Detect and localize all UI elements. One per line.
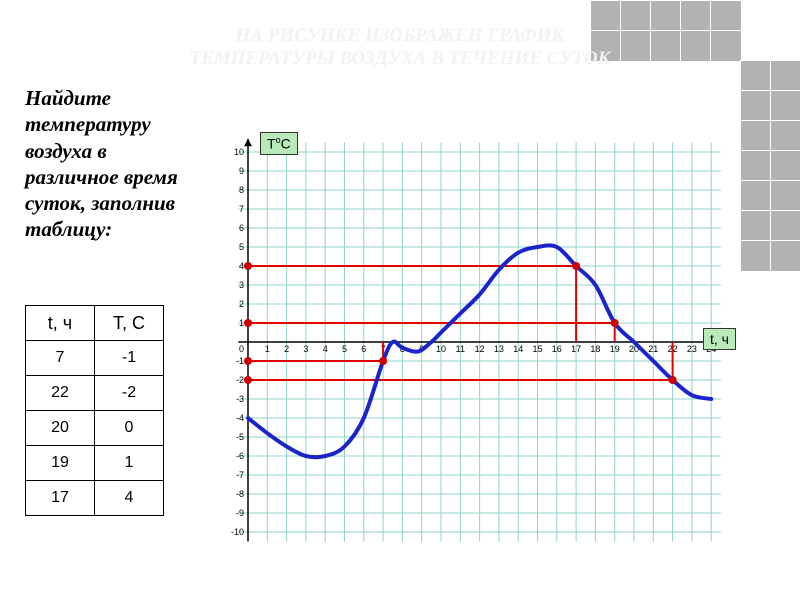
svg-text:3: 3 (239, 280, 244, 290)
svg-text:-7: -7 (236, 470, 244, 480)
decor-grid-right (740, 60, 800, 270)
svg-text:-9: -9 (236, 508, 244, 518)
table-header-row: t, ч T, С (26, 306, 164, 341)
svg-text:0: 0 (239, 344, 244, 354)
svg-text:14: 14 (513, 344, 523, 354)
svg-text:11: 11 (456, 344, 465, 354)
svg-text:23: 23 (687, 344, 697, 354)
svg-text:7: 7 (239, 204, 244, 214)
svg-text:5: 5 (239, 242, 244, 252)
svg-text:18: 18 (590, 344, 600, 354)
th-temp: T, С (95, 306, 164, 341)
table-row: 200 (26, 411, 164, 446)
svg-text:4: 4 (323, 344, 328, 354)
th-time: t, ч (26, 306, 95, 341)
svg-text:2: 2 (239, 299, 244, 309)
svg-text:1: 1 (265, 344, 270, 354)
title-line2: ТЕМПЕРАТУРЫ ВОЗДУХА В ТЕЧЕНИЕ СУТОК (140, 48, 660, 71)
svg-text:6: 6 (361, 344, 366, 354)
svg-text:2: 2 (284, 344, 289, 354)
svg-text:-1: -1 (236, 356, 244, 366)
svg-text:-5: -5 (236, 432, 244, 442)
title-line1: НА РИСУНКЕ ИЗОБРАЖЕН ГРАФИК (140, 25, 660, 48)
svg-text:1: 1 (239, 318, 244, 328)
svg-text:5: 5 (342, 344, 347, 354)
svg-text:15: 15 (532, 344, 542, 354)
svg-text:-4: -4 (236, 413, 244, 423)
y-axis-label: ToC (260, 132, 298, 155)
svg-text:10: 10 (234, 147, 244, 157)
table-row: 7-1 (26, 341, 164, 376)
svg-text:-8: -8 (236, 489, 244, 499)
table-row: 174 (26, 481, 164, 516)
svg-text:-2: -2 (236, 375, 244, 385)
svg-text:10: 10 (436, 344, 446, 354)
svg-text:3: 3 (303, 344, 308, 354)
table-row: 191 (26, 446, 164, 481)
chart-container: 123456789101112131415161718192021222324-… (215, 130, 745, 550)
page-title: НА РИСУНКЕ ИЗОБРАЖЕН ГРАФИК ТЕМПЕРАТУРЫ … (140, 25, 660, 71)
svg-text:-3: -3 (236, 394, 244, 404)
svg-text:4: 4 (239, 261, 244, 271)
task-text: Найдите температуру воздуха в различное … (25, 85, 200, 243)
svg-text:6: 6 (239, 223, 244, 233)
table-row: 22-2 (26, 376, 164, 411)
svg-text:16: 16 (552, 344, 562, 354)
svg-text:9: 9 (239, 166, 244, 176)
svg-text:21: 21 (648, 344, 658, 354)
temperature-chart: 123456789101112131415161718192021222324-… (215, 130, 745, 550)
x-axis-label: t, ч (703, 328, 736, 350)
svg-text:17: 17 (571, 344, 581, 354)
svg-text:19: 19 (610, 344, 620, 354)
svg-text:12: 12 (475, 344, 485, 354)
svg-text:-6: -6 (236, 451, 244, 461)
data-table: t, ч T, С 7-1 22-2 200 191 174 (25, 305, 164, 516)
svg-text:13: 13 (494, 344, 504, 354)
svg-text:-10: -10 (231, 527, 244, 537)
svg-text:8: 8 (239, 185, 244, 195)
